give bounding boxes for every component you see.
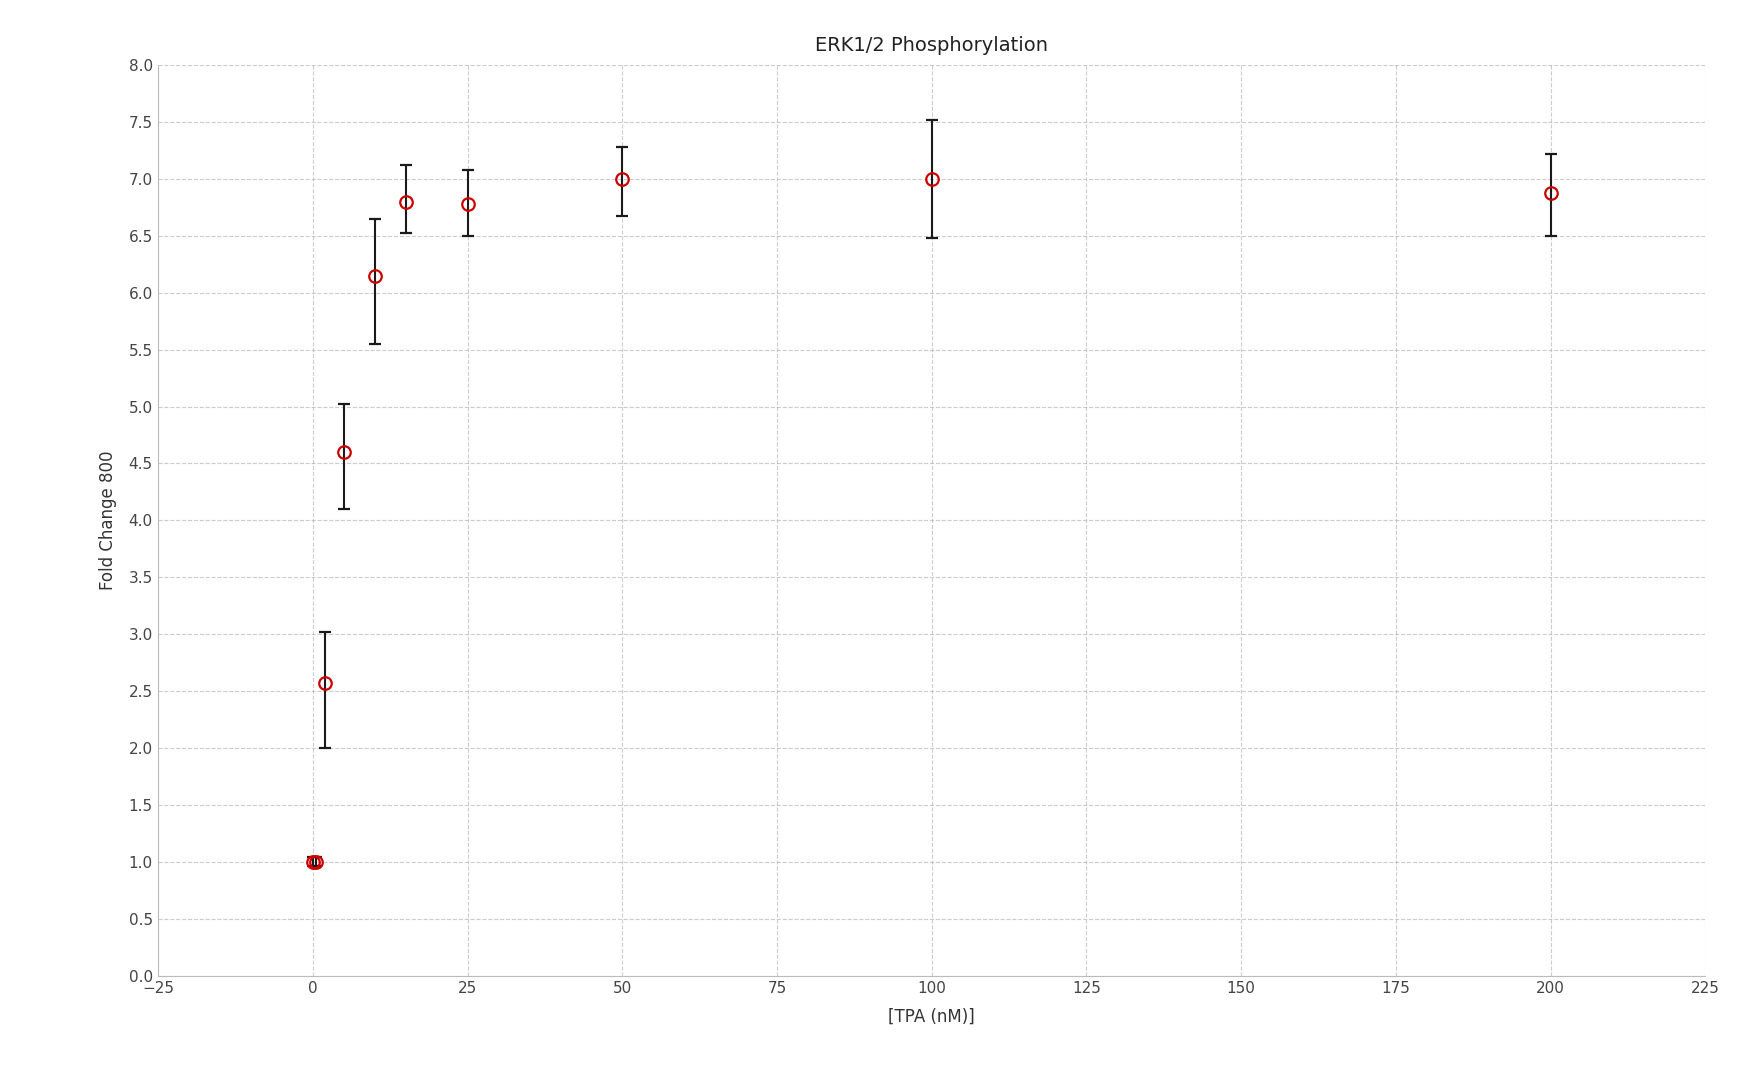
X-axis label: [TPA (nM)]: [TPA (nM)]	[887, 1007, 975, 1025]
Y-axis label: Fold Change 800: Fold Change 800	[98, 451, 118, 590]
Title: ERK1/2 Phosphorylation: ERK1/2 Phosphorylation	[815, 36, 1047, 55]
